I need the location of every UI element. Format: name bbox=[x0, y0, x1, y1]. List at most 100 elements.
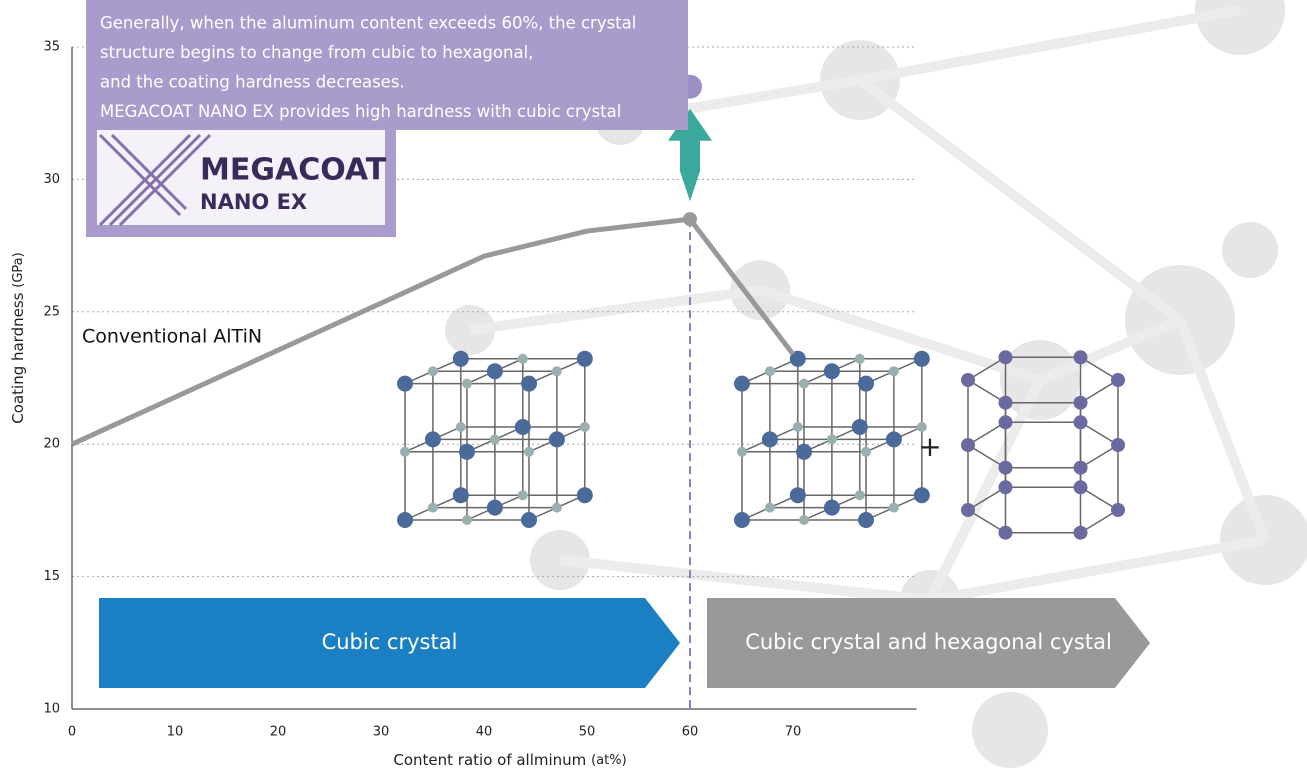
bg-rod bbox=[1038, 315, 1182, 385]
plot bbox=[71, 46, 1125, 710]
lattice-atom bbox=[913, 350, 930, 367]
band-arrow bbox=[707, 598, 1150, 688]
bg-rod bbox=[469, 285, 761, 335]
lattice-atom bbox=[737, 446, 747, 457]
lattice-atom bbox=[789, 350, 806, 367]
lattice-atom bbox=[761, 431, 778, 448]
lattice-atom bbox=[998, 525, 1013, 540]
lattice-atom bbox=[888, 502, 899, 513]
axis-title-part: (at%) bbox=[591, 753, 627, 768]
lattice-atom bbox=[1073, 480, 1088, 495]
band-arrow bbox=[99, 598, 680, 688]
lattice-atom bbox=[548, 431, 565, 448]
lattice-rod bbox=[1080, 509, 1119, 534]
lattice-atom bbox=[424, 431, 441, 448]
lattice-atom bbox=[789, 487, 806, 504]
axis-title-part: Content ratio of allminum bbox=[393, 751, 586, 769]
bg-sphere bbox=[1195, 0, 1285, 55]
x-tick-label: 40 bbox=[476, 725, 493, 740]
y-tick-label: 25 bbox=[43, 304, 60, 319]
lattice-atom bbox=[858, 512, 874, 528]
lattice-rod bbox=[967, 421, 1006, 446]
x-tick-label: 20 bbox=[270, 725, 287, 740]
lattice-atom bbox=[400, 446, 410, 457]
callout-line: MEGACOAT NANO EX provides high hardness … bbox=[100, 102, 621, 121]
bg-rod bbox=[559, 555, 931, 605]
lattice-atom bbox=[823, 363, 840, 380]
lattice-atom bbox=[998, 480, 1013, 495]
lattice-atom bbox=[961, 373, 975, 387]
lattice-atom bbox=[397, 512, 413, 528]
lattice-atom bbox=[799, 378, 809, 389]
logo-subtitle: NANO EX bbox=[200, 190, 307, 214]
lattice-atom bbox=[455, 422, 466, 432]
lattice-atom bbox=[1111, 373, 1125, 387]
y-tick-label: 35 bbox=[43, 40, 60, 55]
x-axis-title: Content ratio of allminum (at%) bbox=[393, 751, 626, 769]
lattice-atom bbox=[885, 431, 902, 448]
logo-panel bbox=[97, 130, 385, 225]
lattice-rod bbox=[967, 356, 1006, 381]
bg-sphere bbox=[972, 692, 1048, 768]
lattice-atom bbox=[823, 499, 840, 516]
lattice-atom bbox=[861, 446, 871, 457]
lattice-atom bbox=[764, 502, 775, 513]
lattice-atom bbox=[427, 366, 438, 377]
point bbox=[683, 212, 697, 227]
logo-stripes bbox=[98, 133, 212, 227]
lattice-atom bbox=[888, 366, 899, 377]
lattice-atom bbox=[998, 415, 1013, 430]
lattice-atom bbox=[734, 375, 750, 392]
lattice-atom bbox=[961, 438, 975, 452]
lattice-atom bbox=[462, 378, 472, 389]
lattice-rod bbox=[967, 379, 1006, 404]
lattice-atom bbox=[514, 419, 531, 435]
y-tick-label: 15 bbox=[43, 569, 60, 584]
lattice-atom bbox=[851, 419, 868, 435]
bg-rod bbox=[1175, 318, 1270, 542]
lattice-atom bbox=[489, 434, 500, 445]
y-tick-label: 20 bbox=[43, 437, 60, 452]
lattice-atom bbox=[427, 502, 438, 513]
lattice-atom bbox=[551, 502, 562, 513]
lattice-rod bbox=[967, 486, 1006, 511]
axis-title-part: Coating hardness bbox=[9, 292, 27, 423]
bg-sphere bbox=[1222, 222, 1278, 278]
lattice-atom bbox=[521, 375, 537, 392]
lattice-rod bbox=[967, 444, 1006, 469]
lattice-rod bbox=[1080, 379, 1119, 404]
improvement-arrow bbox=[668, 108, 712, 202]
lattice-atom bbox=[1073, 525, 1088, 540]
lattice-atom bbox=[799, 515, 809, 525]
lattice-atom bbox=[826, 434, 837, 445]
y-tick-label: 10 bbox=[43, 702, 60, 717]
callout-line: structure begins to change from cubic to… bbox=[100, 43, 533, 62]
lattice-atom bbox=[998, 350, 1013, 365]
lattice-atom bbox=[792, 422, 803, 432]
lattice-rod bbox=[1080, 486, 1119, 511]
callout-box bbox=[86, 0, 688, 130]
bg-rod bbox=[929, 535, 1266, 605]
x-tick-label: 60 bbox=[682, 725, 699, 740]
lattice-atom bbox=[1111, 438, 1125, 452]
series-line bbox=[70, 216, 795, 447]
lattice-atom bbox=[486, 363, 503, 380]
lattice-atom bbox=[796, 443, 812, 460]
lattice-atom bbox=[998, 395, 1013, 410]
lattice-atom bbox=[459, 443, 475, 460]
lattice-atom bbox=[517, 353, 528, 364]
bg-rod bbox=[758, 285, 1042, 385]
lattice-atom bbox=[576, 350, 593, 367]
lattice-atom bbox=[551, 366, 562, 377]
lattice-atom bbox=[517, 490, 528, 501]
band-label: Cubic crystal and hexagonal cystal bbox=[745, 630, 1112, 654]
lattice-atom bbox=[854, 490, 865, 501]
lattice-rod bbox=[967, 509, 1006, 534]
lattice-atom bbox=[916, 422, 927, 432]
y-tick-label: 30 bbox=[43, 172, 60, 187]
y-axis-title: Coating hardness (GPa) bbox=[9, 252, 27, 423]
x-tick-label: 0 bbox=[68, 725, 76, 740]
callout-line: and the coating hardness decreases. bbox=[100, 73, 405, 92]
x-tick-label: 50 bbox=[579, 725, 596, 740]
lattice-rod bbox=[1080, 444, 1119, 469]
